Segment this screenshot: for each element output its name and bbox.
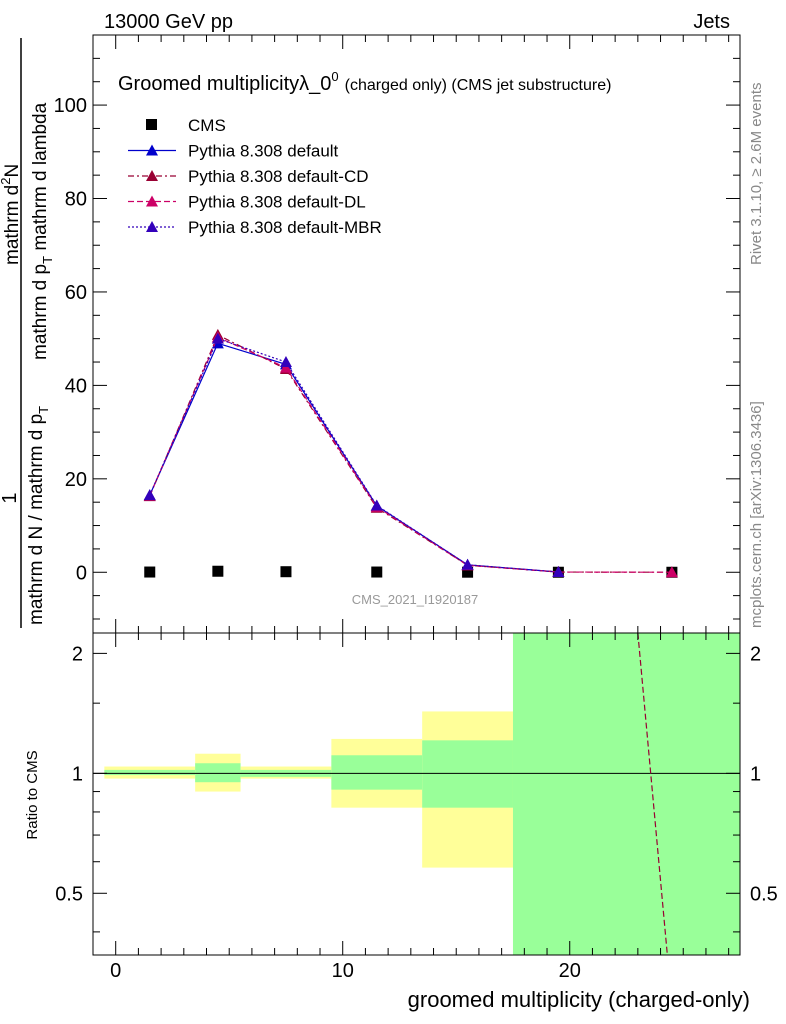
ratio-y-tick-label-right: 0.5 [750, 883, 778, 905]
x-axis-label: groomed multiplicity (charged-only) [408, 987, 750, 1012]
legend-label: Pythia 8.308 default-MBR [188, 218, 382, 237]
site-label: mcplots.cern.ch [arXiv:1306.3436] [748, 401, 765, 628]
mc-series-point [279, 361, 292, 373]
mc-series-line [149, 337, 559, 573]
y-tick-label: 0 [76, 562, 87, 584]
x-tick-label: 0 [110, 960, 121, 982]
y-label-inner-den-tail: mathrm d lambda [30, 102, 51, 256]
main-data [143, 328, 678, 578]
main-tick-labels: 0 20 40 60 80 100 [54, 95, 87, 584]
mc-series-point [211, 332, 224, 344]
y-label-inner-den-sub: T [40, 256, 55, 264]
cms-data-point [144, 566, 156, 578]
x-tick-label: 20 [559, 960, 581, 982]
mc-series-point [461, 558, 474, 570]
y-label-num-tail: N [2, 164, 23, 178]
cms-data-point [212, 565, 224, 577]
legend-label: Pythia 8.308 default [188, 142, 339, 161]
ratio-lines [93, 632, 740, 956]
ratio-y-tick-label-right: 1 [750, 763, 761, 785]
y-label-num-text: mathrm d [2, 185, 23, 265]
y-label-den-sub: T [36, 406, 51, 414]
ratio-stat-uncertainty-band [512, 633, 740, 955]
ratio-stat-uncertainty-band [104, 769, 196, 776]
rivet-label: Rivet 3.1.10, ≥ 2.6M events [748, 83, 765, 266]
y-tick-label: 80 [65, 189, 87, 211]
plot-title: Groomed multiplicityλ_00 (charged only) (… [118, 69, 611, 95]
ratio-y-tick-label-right: 2 [750, 643, 761, 665]
legend-label: CMS [188, 116, 226, 135]
ratio-tick-labels: 0.5 0.51 12 20 10 20 [55, 643, 778, 982]
y-label-inner-num: mathrm d2N [0, 164, 23, 265]
y-label-one: 1 [0, 492, 21, 503]
ratio-y-tick-label: 1 [72, 763, 83, 785]
plot-title-note: (charged only) (CMS jet substructure) [345, 77, 612, 94]
y-tick-label: 20 [65, 469, 87, 491]
plot-title-sup: 0 [331, 69, 338, 84]
y-axis-label: 1 mathrm d N / mathrm d pT mathrm d2N ma… [0, 38, 55, 628]
ratio-y-tick-label: 2 [72, 643, 83, 665]
ratio-bands [104, 633, 740, 955]
y-tick-label: 40 [65, 375, 87, 397]
y-label-den-text: mathrm d N / mathrm d p [26, 414, 47, 625]
legend-marker-triangle [146, 195, 158, 207]
mc-series-line [149, 334, 672, 573]
mc-series-point [279, 356, 292, 368]
mc-series-point [665, 566, 678, 578]
ratio-panel-frame [92, 632, 741, 956]
cms-data-point [280, 566, 292, 578]
analysis-watermark: CMS_2021_I1920187 [352, 592, 479, 607]
ratio-stat-uncertainty-band [331, 755, 423, 790]
cms-data-point [462, 566, 474, 578]
legend-label: Pythia 8.308 default-DL [188, 193, 366, 212]
mc-series-line [149, 336, 672, 573]
plot-title-main: Groomed multiplicityλ_0 [118, 73, 331, 95]
cms-data-point [371, 566, 383, 578]
category-label: Jets [693, 11, 730, 33]
main-ticks [92, 35, 740, 633]
y-label-inner-den-text: mathrm d p [30, 264, 51, 360]
mc-series-line [149, 342, 559, 573]
y-label-num-sup: 2 [0, 178, 13, 185]
x-tick-label: 10 [332, 960, 354, 982]
y-label-denominator: mathrm d N / mathrm d pT [26, 406, 51, 625]
ratio-panel: 0.5 0.51 12 20 10 20 Ratio to CMS groomed mul… [24, 632, 778, 1012]
legend-marker-cms [146, 119, 157, 130]
ratio-y-tick-label: 0.5 [55, 883, 83, 905]
ratio-stat-uncertainty-band [195, 763, 241, 783]
mc-series-point [370, 499, 383, 511]
mc-series-point [143, 489, 156, 501]
y-tick-label: 100 [54, 95, 87, 117]
ratio-y-label: Ratio to CMS [24, 750, 41, 839]
legend-marker-triangle [146, 221, 158, 232]
ratio-stat-uncertainty-band [422, 740, 513, 808]
mc-series-point [552, 566, 565, 578]
legend-marker-triangle [146, 144, 158, 156]
y-tick-label: 60 [65, 282, 87, 304]
energy-label: 13000 GeV pp [104, 11, 233, 33]
ratio-ticks [92, 633, 740, 955]
y-label-inner-den: mathrm d pT mathrm d lambda [30, 102, 55, 360]
legend-label: Pythia 8.308 default-CD [188, 167, 369, 186]
legend-marker-triangle [146, 170, 158, 181]
legend: CMS Pythia 8.308 default Pythia 8.308 defa… [128, 116, 382, 237]
